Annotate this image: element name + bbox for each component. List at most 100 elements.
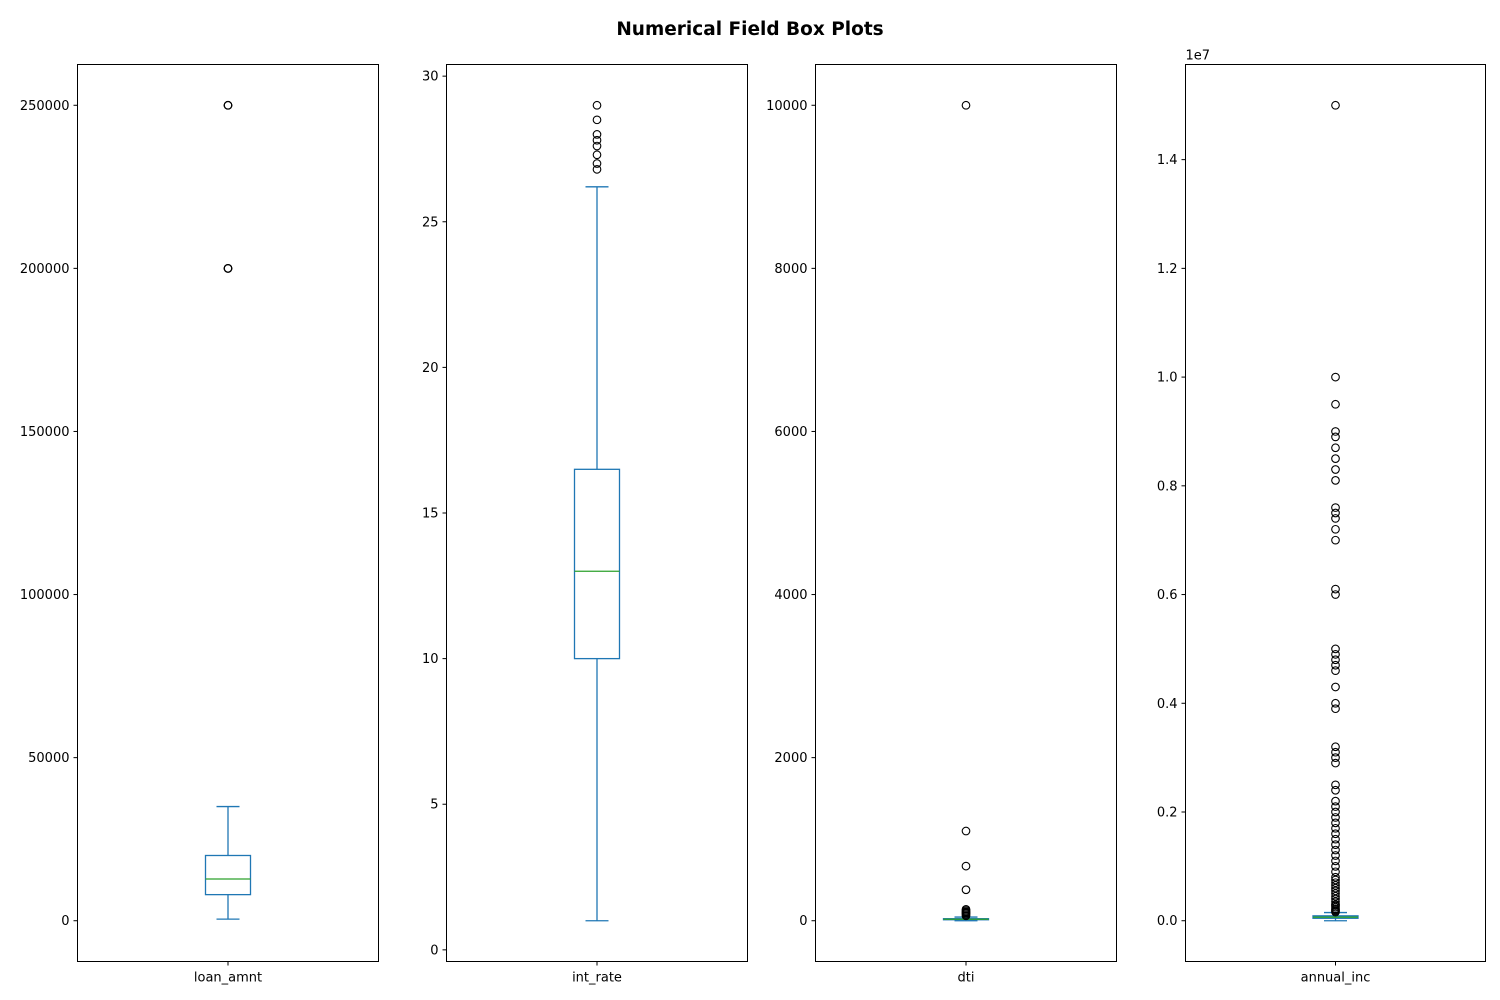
outlier-point	[1331, 823, 1340, 833]
outlier-point	[592, 115, 602, 125]
y-tick-label: 100000	[20, 588, 70, 603]
y-tick-label: 6000	[774, 425, 807, 440]
outlier-point	[1331, 851, 1340, 860]
outlier-point	[592, 159, 602, 168]
panels: 050000100000150000200000250000loan_amnt0…	[20, 49, 1486, 986]
outlier-point	[1331, 845, 1340, 855]
y-tick-label: 10000	[766, 99, 807, 114]
outlier-point	[1331, 704, 1340, 714]
x-tick-label: int_rate	[572, 971, 622, 986]
y-tick-label: 15	[422, 507, 439, 522]
outlier-point	[223, 264, 233, 273]
y-tick-label: 1.0	[1157, 371, 1178, 386]
outlier-point	[1331, 590, 1340, 599]
axes-frame	[446, 64, 748, 962]
outlier-point	[1331, 454, 1340, 463]
outlier-point	[1331, 649, 1340, 659]
outlier-point	[592, 141, 602, 151]
outlier-point	[1331, 372, 1340, 382]
outlier-point	[961, 100, 971, 110]
outlier-point	[961, 861, 971, 871]
y-tick-label: 1.4	[1157, 153, 1178, 168]
outlier-point	[961, 826, 971, 836]
outlier-point	[592, 135, 602, 145]
outlier-point	[1331, 742, 1340, 752]
y-tick-label: 1.2	[1157, 262, 1178, 277]
axes-frame	[1185, 64, 1486, 962]
outlier-point	[592, 100, 602, 110]
outlier-point	[1331, 780, 1340, 790]
y-tick-label: 150000	[20, 425, 70, 440]
outlier-point	[1331, 443, 1340, 453]
outlier-point	[1331, 698, 1340, 708]
outlier-point	[1331, 753, 1340, 762]
axes-frame	[77, 64, 379, 962]
outlier-point	[592, 164, 602, 174]
outlier-point	[1331, 872, 1340, 882]
outlier-point	[1331, 889, 1340, 898]
outlier-point	[1331, 644, 1340, 654]
outlier-point	[1331, 881, 1340, 890]
y-tick-label: 30	[422, 70, 439, 85]
y-tick-label: 0.8	[1157, 479, 1178, 494]
outlier-point	[1331, 427, 1340, 436]
y-tick-label: 0	[799, 914, 807, 929]
outlier-point	[1331, 465, 1340, 474]
outlier-point	[1331, 514, 1340, 523]
outlier-point	[1331, 508, 1340, 518]
outlier-point	[1331, 758, 1340, 768]
outlier-point	[592, 150, 602, 160]
outlier-point	[1331, 399, 1340, 409]
outlier-point	[961, 904, 971, 914]
y-tick-label: 0.6	[1157, 588, 1178, 603]
outlier-point	[1331, 856, 1340, 866]
outlier-point	[1331, 802, 1340, 811]
x-tick-label: loan_amnt	[194, 971, 262, 986]
outlier-point	[1331, 796, 1340, 806]
outlier-point	[592, 130, 602, 139]
outlier-point	[1331, 660, 1340, 670]
outlier-point	[1331, 818, 1340, 828]
y-tick-label: 4000	[774, 588, 807, 603]
outlier-point	[1331, 100, 1340, 110]
outlier-point	[1331, 807, 1340, 817]
x-tick-label: annual_inc	[1301, 971, 1371, 986]
outlier-point	[1331, 875, 1340, 885]
outlier-point	[1331, 476, 1340, 485]
outlier-point	[1331, 682, 1340, 692]
y-tick-label: 25	[422, 215, 439, 230]
outlier-point	[1331, 813, 1340, 822]
panel-dti: 0 2000 4000 6000 8000 10000 dti	[766, 64, 1117, 986]
outlier-point	[1331, 584, 1340, 594]
outlier-point	[961, 885, 971, 895]
outlier-point	[1331, 883, 1340, 893]
y-tick-label: 250000	[20, 99, 70, 114]
outlier-point	[1331, 834, 1340, 844]
y-offset-text: 1e7	[1186, 49, 1211, 64]
outlier-point	[1331, 666, 1340, 676]
y-tick-label: 0.2	[1157, 806, 1178, 821]
iqr-box	[204, 854, 252, 896]
outlier-point	[1331, 503, 1340, 512]
y-tick-label: 10	[422, 652, 439, 667]
iqr-box	[573, 468, 621, 660]
outlier-point	[1331, 878, 1340, 888]
outlier-point	[223, 100, 233, 110]
outlier-point	[1331, 867, 1340, 877]
outlier-point	[1331, 886, 1340, 896]
panel-int_rate: 0 5 10 15 20 25 30 int_rate	[422, 64, 748, 986]
y-tick-label: 5	[430, 798, 438, 813]
y-tick-label: 8000	[774, 262, 807, 277]
outlier-point	[1331, 894, 1340, 904]
outlier-point	[1331, 897, 1340, 907]
outlier-point	[1331, 900, 1340, 909]
y-tick-label: 0	[430, 943, 438, 958]
y-tick-label: 0.4	[1157, 697, 1178, 712]
y-tick-label: 2000	[774, 751, 807, 766]
outlier-point	[1331, 655, 1340, 665]
outlier-point	[1331, 432, 1340, 442]
y-tick-label: 200000	[20, 262, 70, 277]
outlier-point	[1331, 862, 1340, 871]
